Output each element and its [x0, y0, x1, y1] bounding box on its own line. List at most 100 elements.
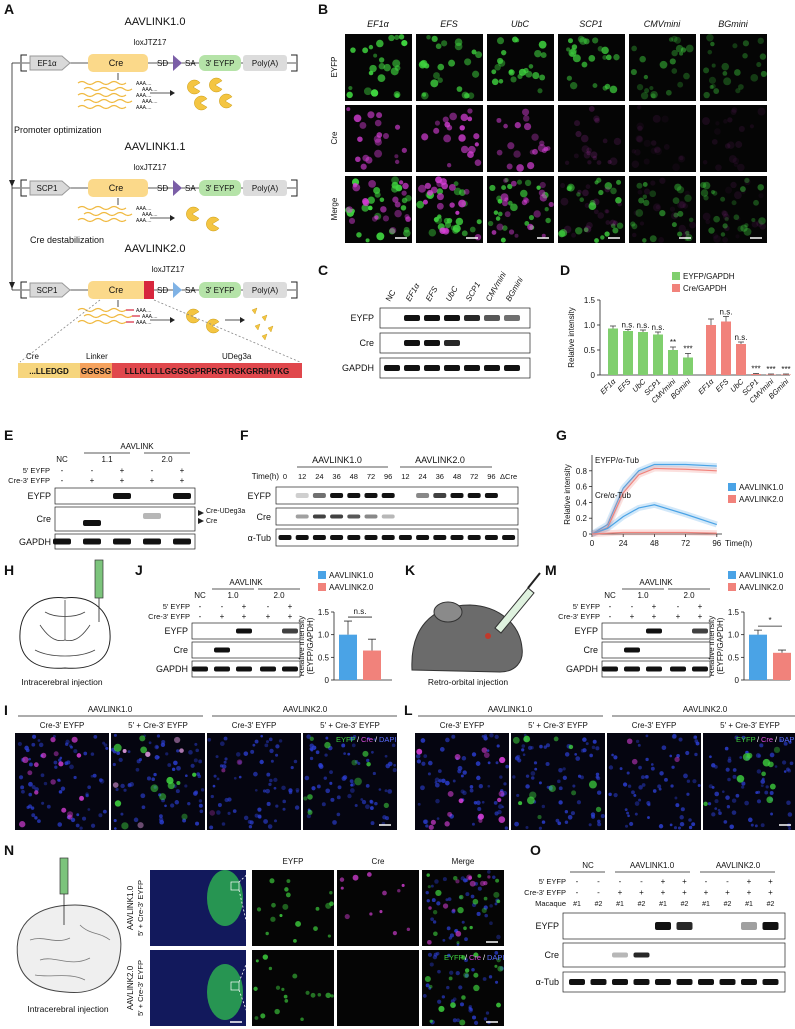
- polya-tail: AAA....: [136, 308, 152, 314]
- sign: +: [682, 877, 687, 886]
- polya-tail: AAA....: [136, 105, 152, 111]
- legend-swatch: [728, 571, 736, 579]
- cell: [282, 799, 287, 804]
- row-label: Merge: [330, 197, 339, 220]
- cell: [249, 820, 254, 825]
- cell: [354, 803, 358, 808]
- band: [464, 365, 480, 371]
- cell: [282, 903, 289, 910]
- cell: [224, 797, 229, 803]
- cell: [759, 53, 767, 60]
- cell: [219, 741, 225, 747]
- cell: [392, 931, 397, 936]
- cell: [462, 770, 467, 775]
- stain-legend: EYFP: [336, 735, 356, 744]
- cell: [360, 163, 367, 170]
- cell: [498, 790, 505, 797]
- cell: [474, 142, 479, 147]
- cell: [495, 878, 500, 883]
- cell: [579, 197, 585, 202]
- band: [762, 922, 779, 930]
- cell: [592, 739, 597, 744]
- cell: [582, 737, 587, 742]
- cell: [369, 800, 374, 805]
- cell: [34, 816, 38, 820]
- cell: [576, 192, 581, 197]
- panel-letter: K: [405, 562, 415, 578]
- band: [484, 315, 500, 321]
- cell: [435, 951, 440, 956]
- cell: [32, 734, 37, 739]
- cell: [619, 767, 623, 771]
- cell: [73, 749, 78, 754]
- cell: [715, 121, 720, 126]
- cell: [275, 753, 279, 757]
- cell: [548, 784, 556, 793]
- row-label: EYFP: [164, 626, 188, 636]
- cell: [523, 198, 530, 204]
- cell: [174, 800, 180, 805]
- cell: [382, 215, 390, 222]
- cell: [449, 202, 455, 208]
- cell: [469, 226, 476, 233]
- cell: [604, 186, 611, 193]
- cell: [265, 740, 270, 744]
- cell: [630, 221, 636, 227]
- cell: [199, 809, 204, 814]
- cell: [300, 1017, 304, 1021]
- sign: +: [661, 877, 666, 886]
- cell: [500, 237, 506, 243]
- cell: [174, 736, 181, 744]
- micrograph: [252, 870, 334, 946]
- column-label: EFS: [440, 19, 458, 29]
- panel-letter: I: [4, 702, 8, 718]
- cell: [762, 758, 771, 767]
- label: ...LLEDGD: [29, 367, 69, 376]
- x-tick-label: 72: [681, 539, 690, 548]
- cell: [494, 902, 498, 906]
- cell: [714, 791, 720, 797]
- cell: [783, 770, 787, 773]
- cell: [697, 783, 701, 787]
- cell: [671, 765, 675, 769]
- cell: [711, 785, 715, 789]
- cell: [447, 811, 453, 817]
- cell: [483, 1017, 488, 1021]
- cell: [478, 818, 483, 823]
- cell: [731, 200, 737, 206]
- row-label: AAVLINK2.0: [126, 965, 135, 1010]
- cell: [637, 189, 643, 195]
- cell: [676, 186, 685, 194]
- cell: [427, 885, 431, 889]
- cell: [495, 216, 501, 221]
- stain-legend: DAPI: [379, 735, 397, 744]
- cell: [735, 141, 743, 149]
- cell: [582, 748, 587, 753]
- band: [192, 666, 208, 672]
- cell: [711, 83, 716, 89]
- x-tick-label: 96: [712, 539, 721, 548]
- label: Cre: [109, 285, 124, 295]
- label: 3′ EYFP: [205, 184, 234, 193]
- cell: [654, 147, 663, 156]
- label: AAVLINK2.0: [683, 705, 728, 714]
- cell: [336, 795, 341, 800]
- sign: -: [151, 466, 154, 475]
- cell: [139, 735, 146, 742]
- sign: -: [609, 612, 612, 621]
- cell: [507, 183, 513, 190]
- cell: [645, 774, 649, 779]
- cell: [455, 210, 460, 215]
- cell: [87, 808, 91, 811]
- cell: [260, 734, 264, 738]
- cell: [467, 116, 473, 122]
- cell: [541, 233, 546, 238]
- label: UDeg3a: [222, 352, 252, 361]
- cell: [636, 84, 644, 91]
- cell: [640, 92, 649, 100]
- cell: [90, 774, 94, 778]
- cell: [21, 789, 25, 794]
- row-label: AAVLINK1.0: [126, 885, 135, 930]
- cell: [590, 812, 596, 817]
- cell: [270, 759, 274, 763]
